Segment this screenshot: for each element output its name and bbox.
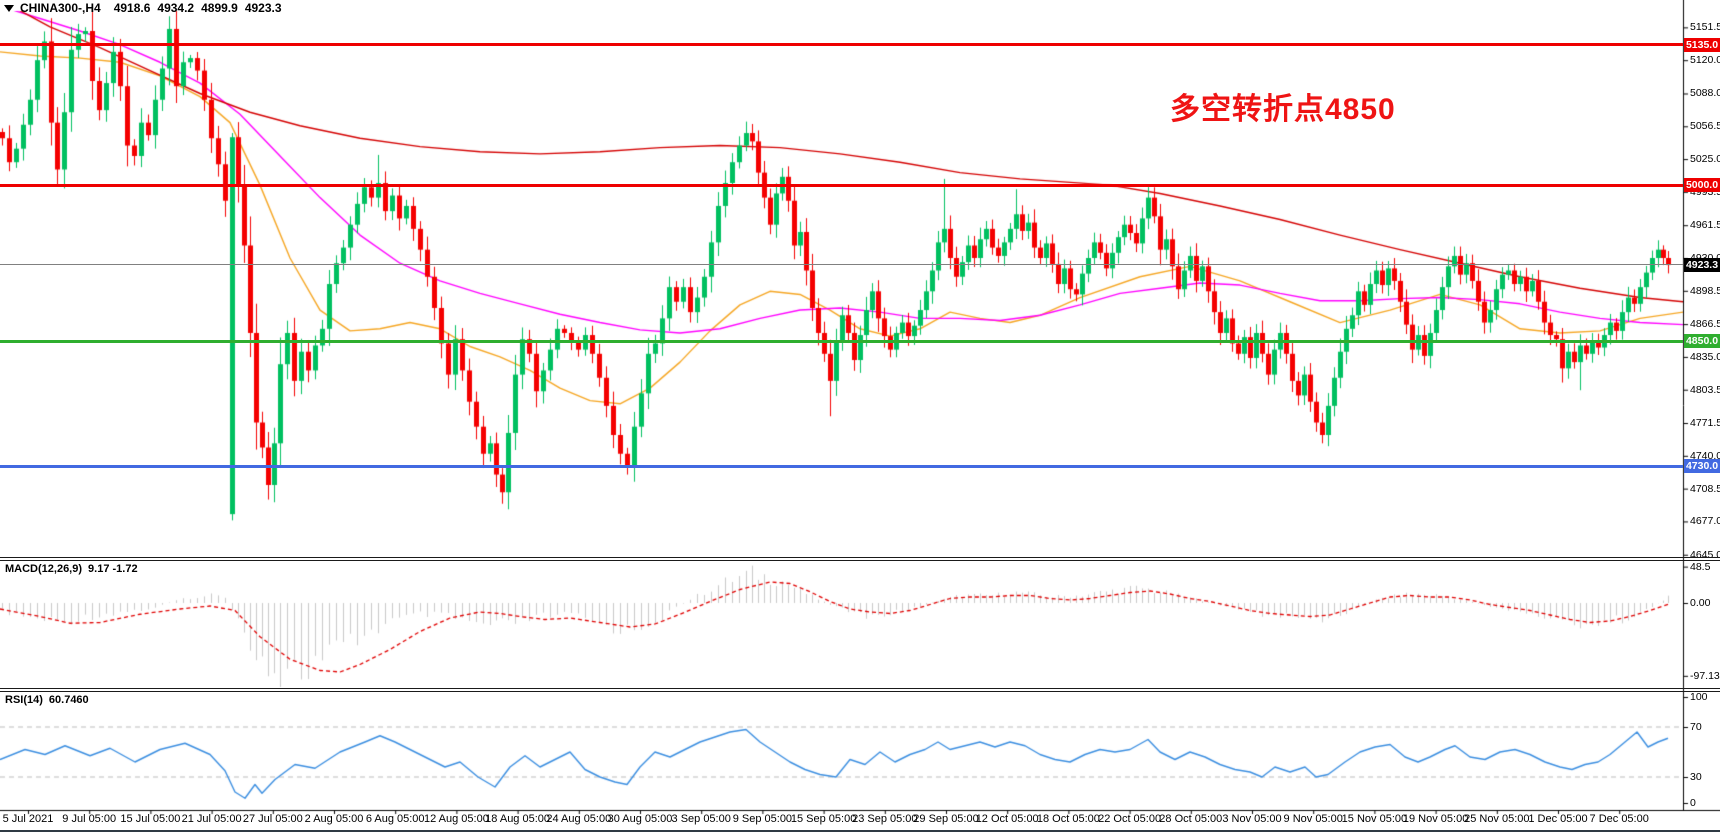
date-tick-label: 15 Nov 05:00 <box>1341 813 1408 825</box>
price-tick-label: 4645.0 <box>1690 548 1720 561</box>
date-tick-label: 2 Aug 05:00 <box>304 813 364 825</box>
date-tick-label: 9 Sep 05:00 <box>732 813 793 825</box>
text-annotation[interactable]: 多空转折点4850 <box>1170 93 1396 126</box>
macd-tick-label: -97.13 <box>1690 669 1720 682</box>
price-tick-label: 4771.5 <box>1690 417 1720 430</box>
date-tick-label: 9 Jul 05:00 <box>62 813 117 825</box>
rsi-tick-label: 100 <box>1690 691 1708 703</box>
price-tick-label: 5025.0 <box>1690 153 1720 166</box>
date-tick-label: 19 Nov 05:00 <box>1402 813 1469 825</box>
price-tick-label: 5120.0 <box>1690 54 1720 67</box>
macd-tick-label: 0.00 <box>1690 597 1711 609</box>
date-tick-label: 15 Sep 05:00 <box>790 813 857 825</box>
symbol-label: CHINA300-,H4 <box>20 1 101 15</box>
close-value: 4923.3 <box>244 1 282 15</box>
date-tick-label: 24 Aug 05:00 <box>546 813 612 825</box>
date-tick-label: 27 Jul 05:00 <box>242 813 303 825</box>
date-tick-label: 29 Sep 05:00 <box>913 813 979 825</box>
rsi-tick-label: 30 <box>1690 771 1702 783</box>
date-tick-label: 5 Jul 2021 <box>2 813 54 825</box>
high-value: 4934.2 <box>157 1 195 15</box>
date-tick-label: 30 Aug 05:00 <box>607 813 673 825</box>
price-tick-label: 4677.0 <box>1690 515 1720 528</box>
price-tick-label: 4866.5 <box>1690 318 1720 331</box>
date-tick-label: 23 Sep 05:00 <box>852 813 918 825</box>
low-value: 4899.9 <box>201 1 238 15</box>
date-tick-label: 12 Oct 05:00 <box>975 813 1039 825</box>
macd-values: 9.17 -1.72 <box>88 563 138 575</box>
window-bottom-border <box>0 830 1720 832</box>
date-tick-label: 25 Nov 05:00 <box>1464 813 1530 825</box>
date-tick-label: 7 Dec 05:00 <box>1589 813 1649 825</box>
support-4730-line[interactable] <box>0 464 1683 468</box>
date-tick-label: 6 Aug 05:00 <box>365 813 425 825</box>
price-tick-label: 4708.5 <box>1690 482 1720 495</box>
resistance-5000-line[interactable] <box>0 183 1683 187</box>
resistance-5000-badge: 5000.0 <box>1684 178 1720 193</box>
price-tick-label: 4740.0 <box>1690 449 1720 462</box>
price-tick-label: 5151.5 <box>1690 21 1720 34</box>
date-tick-label: 3 Sep 05:00 <box>671 813 731 825</box>
date-tick-label: 15 Jul 05:00 <box>120 813 181 825</box>
date-tick-label: 21 Jul 05:00 <box>181 813 242 825</box>
panel-separator <box>0 688 1720 689</box>
date-tick-label: 28 Oct 05:00 <box>1159 813 1223 825</box>
resistance-5135-line[interactable] <box>0 43 1683 47</box>
rsi-tick-label: 0 <box>1690 797 1696 809</box>
rsi-value: 60.7460 <box>48 694 89 706</box>
open-value: 4918.6 <box>113 1 151 15</box>
macd-indicator-label: MACD(12,26,9) 9.17 -1.72 <box>5 563 138 575</box>
date-tick-label: 1 Dec 05:00 <box>1528 813 1588 825</box>
price-tick-label: 5056.5 <box>1690 120 1720 133</box>
resistance-5135-badge: 5135.0 <box>1684 37 1720 52</box>
rsi-tick-label: 70 <box>1690 721 1702 733</box>
panel-separator <box>0 691 1720 692</box>
panel-separator <box>0 560 1720 561</box>
chart-title: CHINA300-,H4 4918.6 4934.2 4899.9 4923.3 <box>4 1 282 15</box>
date-tick-label: 22 Oct 05:00 <box>1098 813 1162 825</box>
panel-separator <box>0 557 1720 558</box>
price-tick-label: 4835.0 <box>1690 350 1720 363</box>
current-price-line[interactable] <box>0 264 1683 266</box>
support-4850-line[interactable] <box>0 339 1683 343</box>
date-tick-label: 18 Aug 05:00 <box>485 813 551 825</box>
support-4850-badge: 4850.0 <box>1684 334 1720 349</box>
rsi-label: RSI(14) <box>5 694 43 706</box>
price-tick-label: 4803.5 <box>1690 383 1720 396</box>
rsi-indicator-label: RSI(14) 60.7460 <box>5 694 89 706</box>
date-tick-label: 9 Nov 05:00 <box>1283 813 1343 825</box>
price-tick-label: 4961.5 <box>1690 219 1720 232</box>
symbol-dropdown-icon[interactable] <box>4 5 14 12</box>
price-tick-label: 5088.0 <box>1690 87 1720 100</box>
support-4730-badge: 4730.0 <box>1684 459 1720 474</box>
current-price-badge: 4923.3 <box>1684 257 1720 272</box>
price-tick-label: 4898.5 <box>1690 284 1720 297</box>
macd-tick-label: 48.5 <box>1690 560 1711 573</box>
date-tick-label: 3 Nov 05:00 <box>1222 813 1282 825</box>
macd-label: MACD(12,26,9) <box>5 563 83 575</box>
date-tick-label: 12 Aug 05:00 <box>423 813 489 825</box>
ohlc-values: 4918.6 4934.2 4899.9 4923.3 <box>107 1 282 15</box>
date-tick-label: 18 Oct 05:00 <box>1036 813 1100 825</box>
